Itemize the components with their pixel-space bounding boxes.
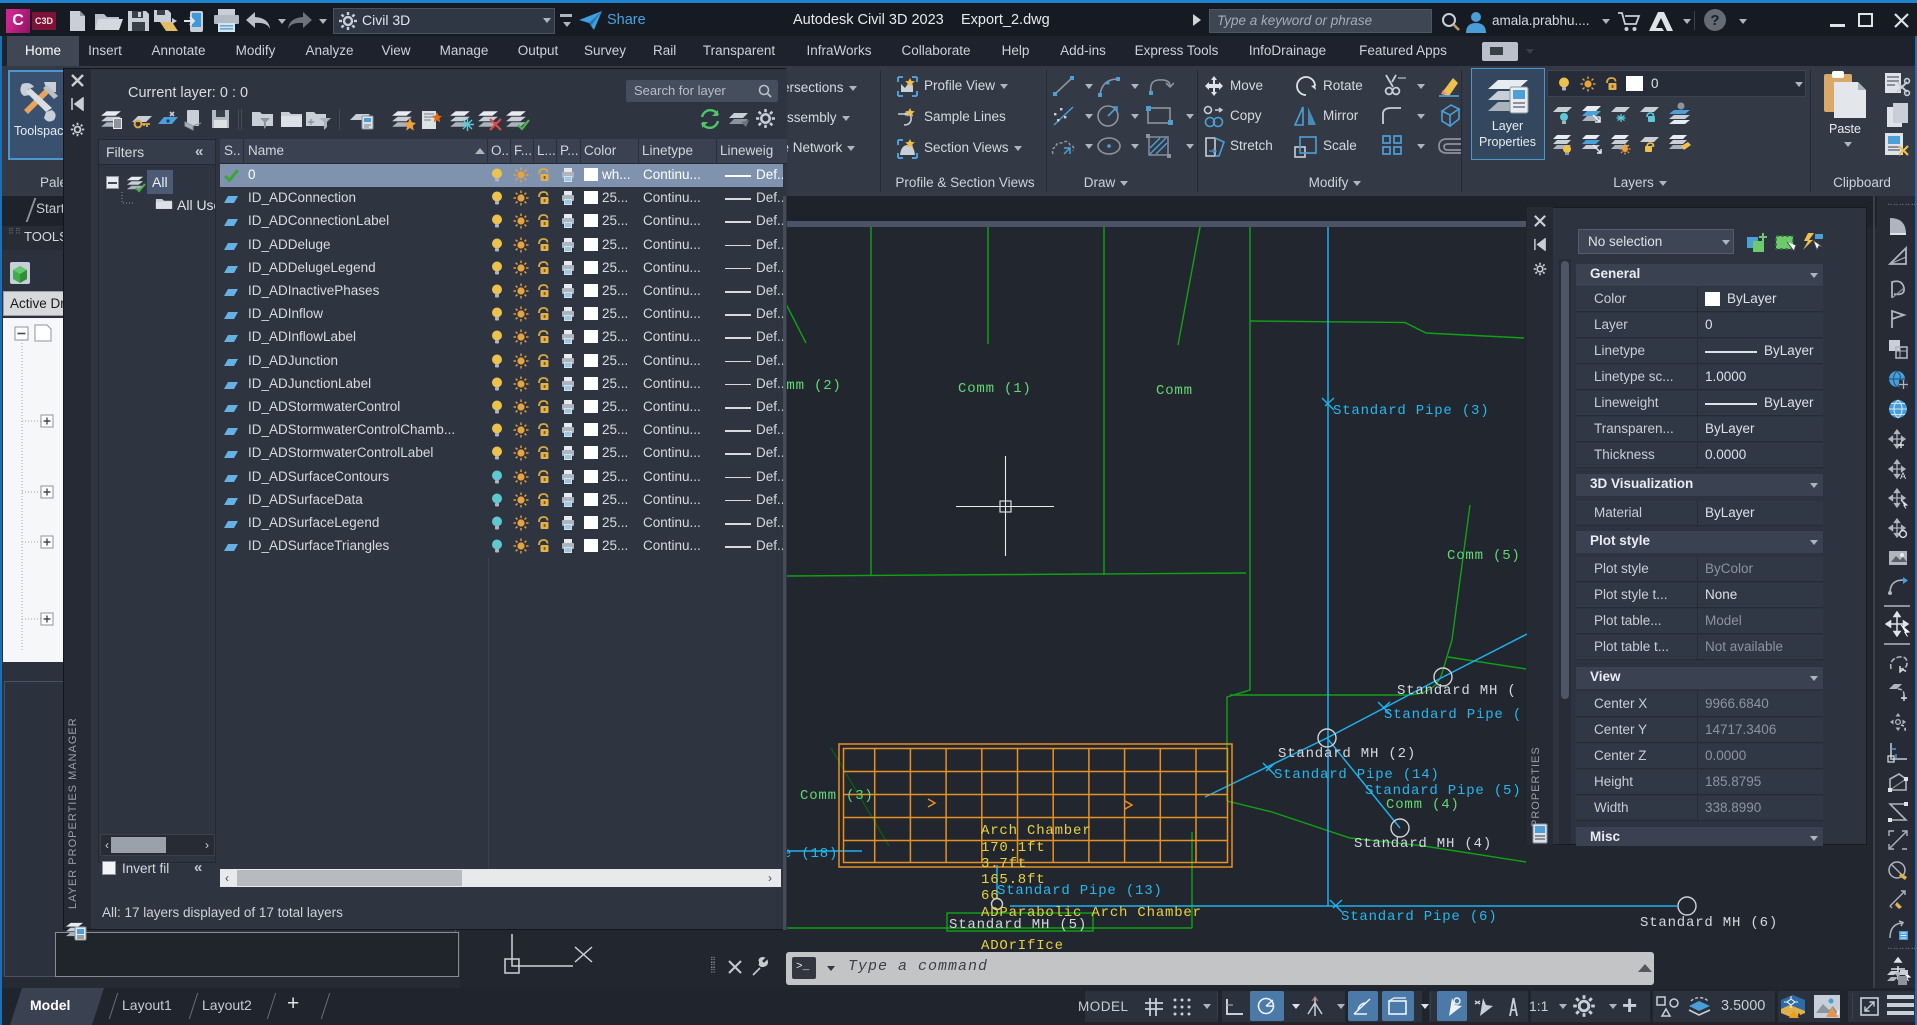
svg-text:A: A xyxy=(1900,471,1906,480)
svg-text:Standard Pipe (13): Standard Pipe (13) xyxy=(997,883,1163,899)
svg-text:Standard MH (4): Standard MH (4) xyxy=(1354,836,1492,852)
svg-text:Standard Pipe (14): Standard Pipe (14) xyxy=(1274,767,1440,783)
svg-text:Comm (5): Comm (5) xyxy=(1447,548,1521,564)
svg-text:Standard Pipe (3): Standard Pipe (3) xyxy=(1333,403,1489,419)
svg-text:Standard Pipe (6): Standard Pipe (6) xyxy=(1341,909,1497,925)
svg-text:Arch Chamber: Arch Chamber xyxy=(981,823,1091,839)
svg-text:Standard MH (5): Standard MH (5) xyxy=(949,917,1087,933)
svg-text:Comm (3): Comm (3) xyxy=(800,788,874,804)
svg-text:ADOrIfIce: ADOrIfIce xyxy=(981,938,1064,954)
svg-text:e (18): e (18) xyxy=(783,846,838,862)
svg-text:3.7ft: 3.7ft xyxy=(981,856,1027,872)
svg-text:165.8ft: 165.8ft xyxy=(981,872,1045,888)
svg-text:Standard MH (6): Standard MH (6) xyxy=(1640,915,1778,931)
svg-text:ADParabolic Arch Chamber: ADParabolic Arch Chamber xyxy=(981,905,1202,921)
svg-text:Standard MH (2): Standard MH (2) xyxy=(1278,746,1416,762)
svg-text:Standard Pipe (: Standard Pipe ( xyxy=(1384,707,1522,723)
svg-text:Comm (4): Comm (4) xyxy=(1386,797,1460,813)
svg-text:66: 66 xyxy=(981,888,999,904)
svg-text:170.1ft: 170.1ft xyxy=(981,840,1045,856)
svg-text:Standard Pipe (5): Standard Pipe (5) xyxy=(1365,783,1521,799)
svg-text:Comm (1): Comm (1) xyxy=(958,381,1032,397)
svg-text:Standard MH (: Standard MH ( xyxy=(1397,683,1517,699)
svg-text:Comm: Comm xyxy=(1156,383,1193,399)
